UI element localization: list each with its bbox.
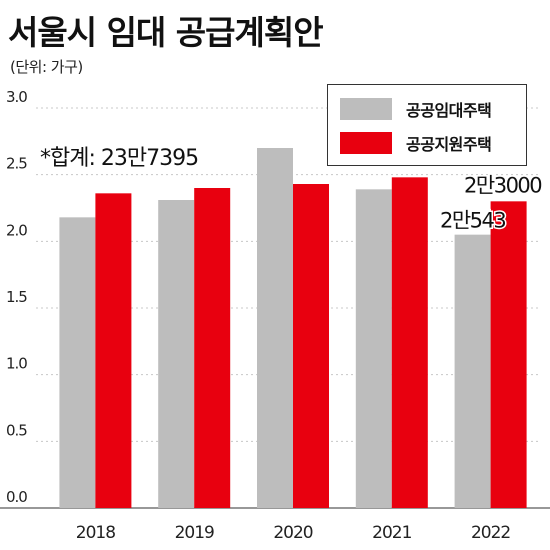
x-tick-label: 2018: [76, 523, 115, 543]
y-tick-label: 3.0: [6, 88, 27, 106]
bar-2020-public-rental: [257, 148, 293, 508]
y-tick-label: 0.5: [6, 421, 27, 439]
x-tick-label: 2019: [175, 523, 214, 543]
data-label-2022-public-support: 2만3000: [464, 173, 541, 197]
legend-label-public-rental: 공공임대주택: [406, 101, 492, 120]
y-tick-label: 0.0: [6, 488, 27, 506]
x-tick-label: 2021: [372, 523, 411, 543]
legend-item-public-rental: 공공임대주택: [340, 97, 492, 121]
legend: 공공임대주택 공공지원주택: [327, 84, 527, 166]
legend-item-public-support: 공공지원주택: [340, 131, 492, 155]
bar-2021-public-rental: [355, 189, 392, 509]
y-tick-label: 2.0: [6, 221, 27, 239]
bar-2022-public-support: [490, 201, 527, 509]
bar-2022-public-rental: [454, 234, 491, 508]
x-tick-label: 2020: [273, 523, 312, 543]
bar-2020-public-support: [293, 184, 329, 508]
unit-label: (단위: 가구): [10, 58, 83, 76]
total-note: *합계: 23만7395: [40, 146, 199, 171]
bar-2018-public-support: [95, 193, 132, 509]
bar-2018-public-rental: [59, 217, 96, 509]
bar-2019-public-rental: [158, 200, 195, 508]
legend-swatch-public-rental: [340, 98, 392, 120]
y-tick-label: 2.5: [6, 155, 27, 173]
x-tick-label: 2022: [471, 523, 510, 543]
legend-label-public-support: 공공지원주택: [406, 135, 492, 154]
bar-2019-public-support: [194, 188, 231, 508]
data-label-2022-public-rental: 2만543: [440, 209, 505, 233]
bar-2021-public-support: [391, 177, 428, 509]
legend-swatch-public-support: [340, 132, 392, 154]
chart-title: 서울시 임대 공급계획안: [8, 13, 324, 52]
y-tick-label: 1.5: [6, 288, 27, 306]
y-tick-label: 1.0: [6, 355, 27, 373]
